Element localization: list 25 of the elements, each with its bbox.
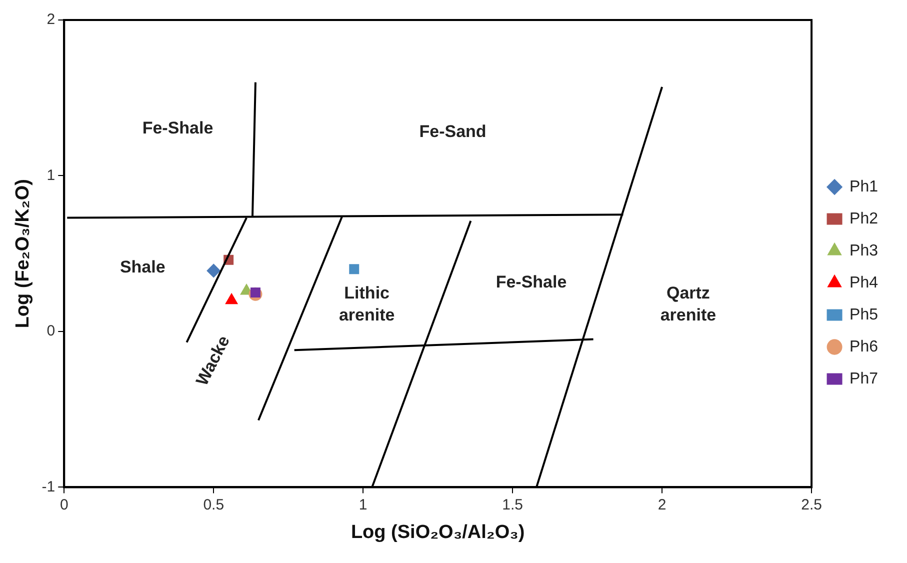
annotation: Fe-Sand: [419, 122, 486, 141]
x-tick-label: 0.5: [203, 496, 224, 514]
annotation: Lithic arenite: [338, 284, 395, 325]
y-tick-label: 2: [46, 11, 56, 28]
annotation: Shale: [120, 257, 166, 276]
legend-label: Ph4: [850, 274, 878, 292]
x-tick-label: 0: [60, 496, 68, 514]
y-tick-label: 1: [46, 166, 56, 184]
x-tick-label: 2: [658, 496, 666, 514]
x-tick-label: 2.5: [801, 496, 822, 514]
y-axis-title: Log (Fe₂O₃/K₂O): [12, 179, 34, 328]
legend-label: Ph2: [850, 210, 878, 228]
legend-label: Ph6: [850, 338, 878, 356]
x-axis-title: Log (SiO₂O₃/Al₂O₃): [350, 522, 525, 543]
y-tick-label: -1: [42, 478, 56, 496]
annotation: Fe-Shale: [142, 118, 214, 138]
annotation: Fe-Shale: [496, 272, 567, 292]
legend-label: Ph1: [850, 178, 878, 196]
legend-label: Ph5: [850, 306, 878, 324]
annotation: Qartz arenite: [660, 284, 716, 325]
x-tick-label: 1: [358, 496, 368, 514]
x-tick-label: 1.5: [502, 496, 524, 514]
legend-label: Ph3: [850, 242, 878, 260]
legend-label: Ph7: [850, 370, 878, 388]
y-tick-label: 0: [46, 322, 56, 340]
